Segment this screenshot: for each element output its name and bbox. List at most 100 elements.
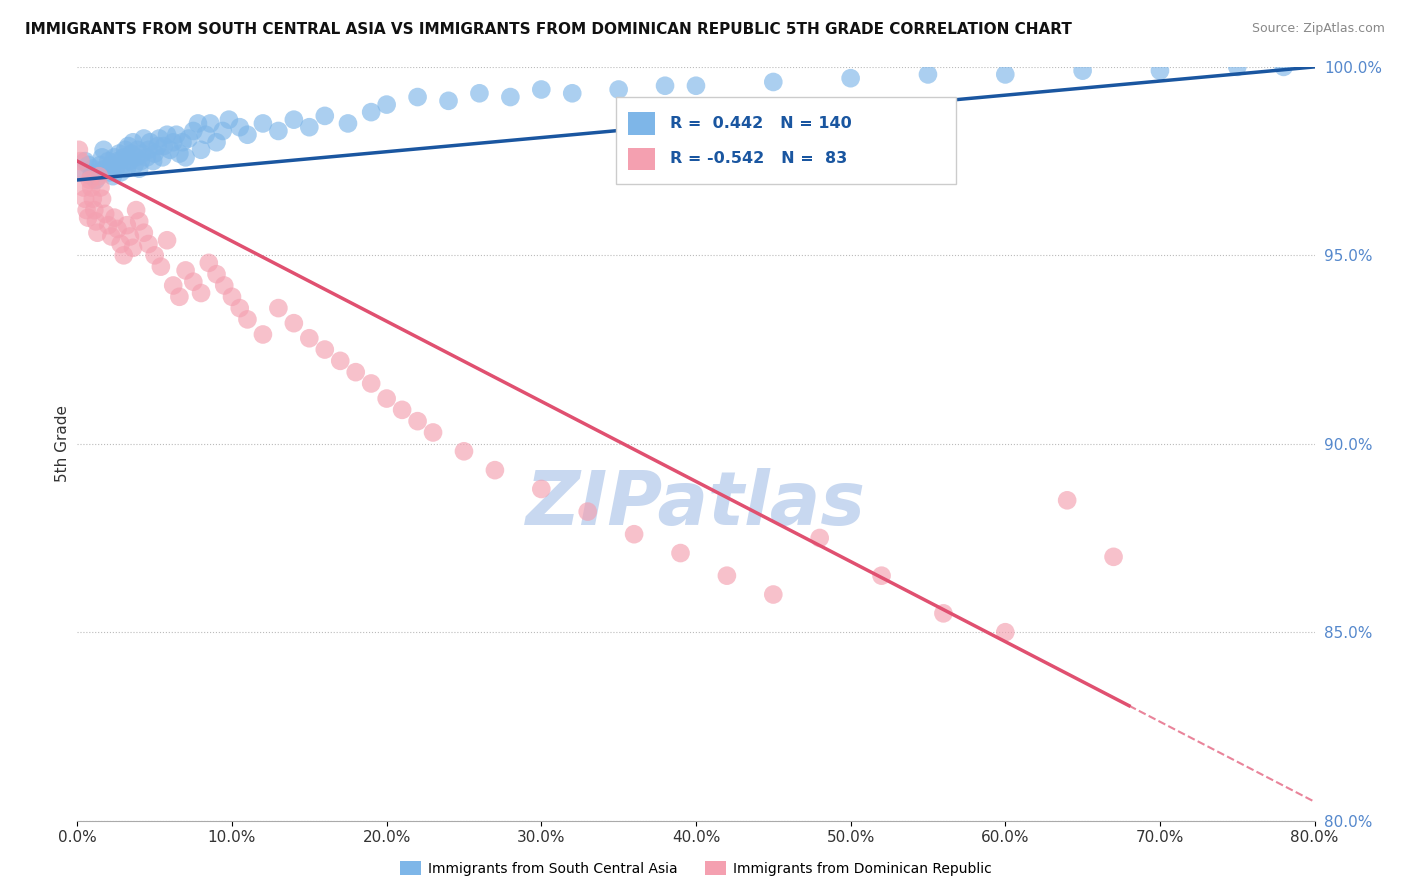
Point — [839, 71, 862, 86]
Bar — [628, 112, 655, 135]
Point — [93, 143, 115, 157]
Point — [143, 146, 166, 161]
Point — [100, 229, 122, 244]
Point — [118, 154, 141, 169]
Point — [917, 67, 939, 81]
Point — [716, 568, 738, 582]
Point — [169, 290, 191, 304]
Point — [221, 290, 243, 304]
Point — [236, 312, 259, 326]
Point — [183, 124, 205, 138]
Point — [174, 150, 197, 164]
Point — [115, 161, 138, 176]
Point — [267, 124, 290, 138]
Point — [228, 301, 252, 315]
Point — [375, 97, 398, 112]
Point — [1226, 60, 1249, 74]
Point — [91, 192, 114, 206]
Point — [530, 482, 553, 496]
Point — [132, 226, 155, 240]
Point — [762, 75, 785, 89]
Point — [115, 218, 138, 232]
Point — [83, 203, 105, 218]
Point — [108, 146, 131, 161]
Point — [252, 327, 274, 342]
Point — [86, 226, 108, 240]
Point — [86, 165, 108, 179]
Point — [77, 158, 100, 172]
Point — [190, 143, 212, 157]
Point — [107, 154, 129, 169]
Point — [148, 131, 170, 145]
Point — [406, 414, 429, 428]
Point — [138, 143, 160, 157]
Point — [205, 267, 228, 281]
Point — [152, 150, 174, 164]
Point — [110, 237, 132, 252]
Point — [375, 392, 398, 406]
Point — [111, 158, 134, 172]
Point — [114, 143, 136, 157]
Point — [607, 82, 630, 96]
Point — [75, 192, 96, 206]
Point — [69, 154, 91, 169]
Point — [97, 218, 120, 232]
Point — [67, 143, 90, 157]
Point — [90, 180, 111, 194]
Point — [994, 625, 1017, 640]
Point — [80, 180, 103, 194]
Point — [118, 229, 141, 244]
Point — [84, 214, 107, 228]
Point — [162, 278, 184, 293]
Point — [283, 316, 305, 330]
Point — [80, 169, 103, 184]
Point — [283, 112, 305, 127]
Point — [82, 161, 104, 176]
Point — [132, 131, 155, 145]
Point — [561, 87, 583, 101]
Point — [453, 444, 475, 458]
Text: R =  0.442   N = 140: R = 0.442 N = 140 — [671, 116, 852, 131]
Point — [146, 139, 169, 153]
Point — [129, 154, 152, 169]
Point — [121, 146, 143, 161]
Text: R = -0.542   N =  83: R = -0.542 N = 83 — [671, 152, 848, 166]
Point — [194, 128, 217, 142]
Point — [107, 222, 129, 236]
Point — [143, 248, 166, 262]
Point — [200, 116, 222, 130]
Point — [162, 135, 184, 149]
Point — [190, 285, 212, 300]
Point — [156, 233, 179, 247]
Point — [98, 165, 121, 179]
Point — [298, 120, 321, 135]
Point — [139, 135, 162, 149]
Point — [183, 275, 205, 289]
Point — [128, 161, 150, 176]
Point — [1056, 493, 1078, 508]
Point — [360, 105, 382, 120]
Point — [112, 248, 135, 262]
Point — [131, 146, 153, 161]
Point — [360, 376, 382, 391]
Point — [994, 67, 1017, 81]
Point — [576, 505, 599, 519]
Point — [314, 343, 336, 357]
Point — [172, 135, 194, 149]
Point — [329, 354, 352, 368]
Text: ZIPatlas: ZIPatlas — [526, 467, 866, 541]
Point — [437, 94, 460, 108]
Point — [91, 150, 114, 164]
Point — [76, 203, 98, 218]
Point — [156, 128, 179, 142]
Point — [169, 146, 191, 161]
Point — [669, 546, 692, 560]
Text: Source: ZipAtlas.com: Source: ZipAtlas.com — [1251, 22, 1385, 36]
Point — [236, 128, 259, 142]
Point — [484, 463, 506, 477]
Point — [228, 120, 252, 135]
Point — [530, 82, 553, 96]
Point — [125, 203, 148, 218]
Point — [1071, 63, 1094, 78]
Point — [499, 90, 522, 104]
